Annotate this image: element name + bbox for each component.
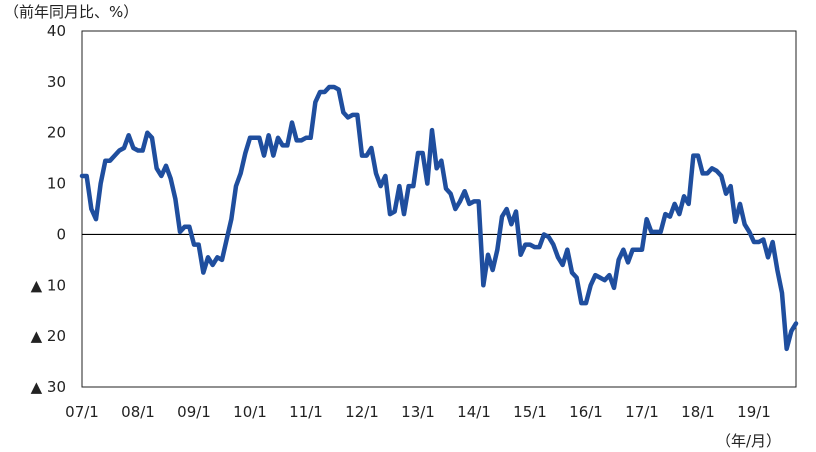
x-tick-label: 12/1 [345, 403, 379, 421]
plot-area-frame [81, 30, 797, 388]
x-tick-label: 11/1 [289, 403, 323, 421]
x-tick-label: 19/1 [737, 403, 771, 421]
x-tick-label: 13/1 [401, 403, 435, 421]
y-tick-label: 40 [47, 22, 66, 40]
y-axis-tick-labels: 40 30 20 10 0 ▲ 10 ▲ 20 ▲ 30 [31, 22, 66, 396]
x-tick-label: 14/1 [457, 403, 491, 421]
x-tick-label: 18/1 [681, 403, 715, 421]
y-unit-label: （前年同月比、%） [4, 3, 138, 21]
x-unit-label: （年/月） [716, 432, 781, 450]
series-layer [79, 84, 799, 352]
x-tick-label: 17/1 [625, 403, 659, 421]
x-tick-label: 16/1 [569, 403, 603, 421]
y-tick-label: ▲ 30 [31, 378, 66, 396]
y-tick-label: 10 [47, 175, 66, 193]
x-tick-label: 09/1 [177, 403, 211, 421]
y-tick-label: 0 [56, 225, 66, 243]
x-tick-label: 10/1 [233, 403, 267, 421]
y-tick-label: 20 [47, 124, 66, 142]
y-tick-label: ▲ 10 [31, 276, 66, 294]
y-tick-label: 30 [47, 73, 66, 91]
x-tick-label: 07/1 [65, 403, 99, 421]
x-tick-label: 08/1 [121, 403, 155, 421]
x-tick-label: 15/1 [513, 403, 547, 421]
series-line [79, 84, 799, 352]
y-tick-label: ▲ 20 [31, 327, 66, 345]
x-axis-tick-labels: 07/1 08/1 09/1 10/1 11/1 12/1 13/1 14/1 15/1 16/1… [65, 403, 771, 421]
